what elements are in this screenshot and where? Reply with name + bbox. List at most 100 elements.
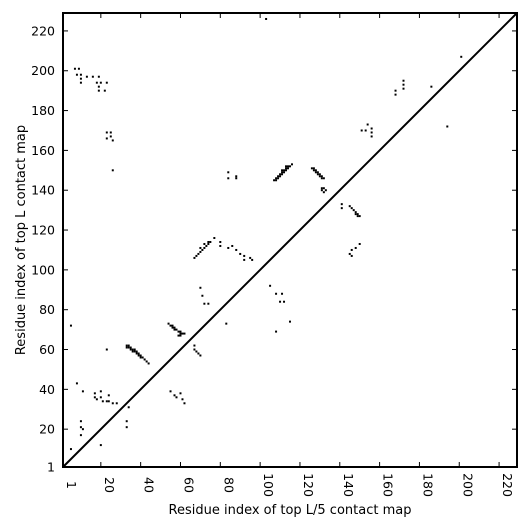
contact-point	[316, 171, 319, 174]
contact-point	[322, 177, 325, 180]
x-axis-title: Residue index of top L/5 contact map	[169, 503, 412, 518]
contact-point	[173, 326, 176, 329]
contact-point	[287, 165, 289, 168]
contact-point	[77, 67, 80, 70]
contact-point	[235, 175, 238, 178]
contact-point	[277, 175, 280, 178]
contact-point	[103, 89, 106, 92]
contact-point	[133, 348, 136, 351]
contact-point	[318, 175, 321, 178]
contact-point	[360, 129, 363, 132]
contact-point	[79, 81, 82, 84]
contact-point	[275, 179, 278, 182]
y-tick-label: 1	[47, 460, 55, 475]
contact-point	[289, 320, 291, 323]
contact-point	[173, 328, 176, 331]
contact-point	[370, 131, 373, 134]
contact-point	[179, 332, 182, 335]
contact-point	[446, 125, 449, 128]
contact-point	[177, 334, 180, 337]
contact-point	[99, 444, 102, 447]
contact-point	[79, 434, 82, 437]
contact-point	[99, 396, 102, 399]
contact-point	[283, 171, 286, 174]
contact-point	[147, 362, 150, 365]
contact-point	[310, 167, 313, 170]
x-tick-label: 40	[142, 477, 157, 493]
contact-point	[107, 394, 110, 397]
contact-point	[235, 177, 238, 180]
contact-point	[219, 241, 222, 243]
contact-point	[179, 334, 182, 337]
diagonal-line	[62, 12, 518, 468]
contact-point	[99, 390, 102, 393]
contact-point	[366, 123, 369, 126]
contact-point	[350, 254, 353, 257]
contact-points	[69, 17, 463, 451]
contact-point	[125, 420, 128, 423]
contact-point	[193, 344, 196, 347]
contact-point	[291, 163, 293, 166]
y-tick-label: 60	[39, 342, 55, 357]
contact-point	[209, 241, 212, 243]
contact-point	[81, 428, 84, 431]
contact-point	[127, 406, 130, 409]
plot-frame	[62, 12, 518, 468]
contact-point	[358, 215, 361, 218]
contact-point	[99, 81, 102, 84]
contact-point	[109, 131, 112, 134]
contact-point	[171, 324, 174, 327]
contact-point	[75, 73, 78, 76]
contact-point	[135, 350, 138, 353]
contact-point	[199, 246, 202, 249]
x-axis-ticks: 1 20 40 60 80 100 120 140 160 180 200 220	[62, 13, 515, 497]
contact-point	[358, 242, 361, 245]
contact-point	[111, 139, 114, 142]
contact-point	[195, 350, 198, 353]
contact-point	[105, 348, 108, 351]
contact-point	[79, 426, 82, 429]
contact-point	[125, 344, 128, 347]
contact-point	[235, 248, 238, 251]
contact-point	[105, 137, 108, 140]
contact-point	[177, 330, 180, 333]
contact-point	[131, 350, 134, 353]
contact-point	[370, 127, 373, 130]
contact-point	[183, 402, 186, 405]
contact-point	[285, 169, 288, 172]
x-tick-label: 80	[221, 477, 236, 493]
contact-point	[402, 83, 405, 86]
contact-point	[137, 352, 140, 355]
contact-point	[279, 300, 282, 303]
y-tick-label: 100	[31, 262, 55, 277]
contact-point	[105, 400, 108, 403]
contact-point	[275, 177, 278, 180]
contact-point	[205, 244, 208, 247]
contact-point	[314, 171, 317, 174]
contact-point	[199, 286, 202, 289]
contact-point	[197, 252, 200, 255]
contact-point	[281, 173, 284, 176]
x-tick-label: 220	[500, 473, 515, 497]
contact-point	[93, 392, 96, 395]
contact-point	[97, 75, 100, 78]
contact-point	[169, 390, 172, 393]
contact-point	[79, 420, 82, 423]
contact-point	[95, 398, 98, 401]
contact-point	[318, 173, 321, 176]
contact-point	[312, 167, 315, 170]
contact-point	[239, 252, 242, 255]
contact-point	[316, 173, 319, 176]
contact-point	[281, 292, 284, 295]
contact-point	[207, 302, 210, 305]
x-tick-label: 60	[181, 477, 196, 493]
contact-point	[312, 169, 315, 172]
contact-point	[354, 246, 357, 249]
contact-point	[95, 81, 98, 84]
contact-point	[350, 207, 353, 210]
contact-point	[283, 300, 286, 303]
contact-point	[213, 237, 216, 239]
y-tick-label: 160	[31, 143, 55, 158]
contact-point	[167, 322, 170, 325]
contact-point	[169, 324, 172, 327]
